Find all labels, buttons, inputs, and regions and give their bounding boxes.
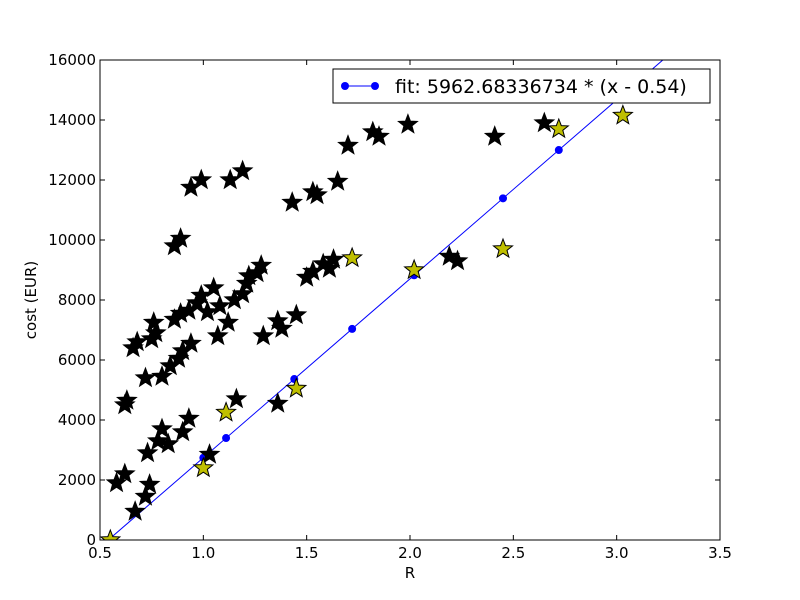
legend-marker-swatch — [341, 82, 349, 90]
black-star-point — [231, 159, 254, 181]
y-tick-label: 6000 — [58, 351, 96, 369]
black-star-point — [225, 387, 248, 409]
x-tick-label: 2.0 — [398, 544, 422, 562]
black-star-point — [169, 227, 192, 248]
black-star-point — [190, 168, 213, 190]
black-star-point — [126, 330, 149, 352]
black-star-point — [231, 282, 254, 304]
y-tick-label: 12000 — [48, 171, 96, 189]
black-star-point — [322, 248, 345, 269]
y-tick-label: 10000 — [48, 231, 96, 249]
legend-marker-swatch — [371, 82, 379, 90]
black-star-point — [171, 420, 194, 442]
black-star-point — [217, 311, 239, 332]
yellow-star-point — [403, 258, 425, 280]
black-star-point — [151, 365, 173, 386]
y-tick-label: 16000 — [48, 51, 96, 69]
black-star-point — [209, 294, 231, 316]
y-tick-label: 8000 — [58, 291, 96, 309]
y-tick-label: 14000 — [48, 111, 96, 129]
legend: fit: 5962.68336734 * (x - 0.54) — [332, 68, 711, 104]
black-star-point — [368, 125, 390, 146]
x-tick-label: 3.0 — [605, 544, 629, 562]
x-tick-label: 0.5 — [88, 544, 112, 562]
yellow-star-point — [192, 456, 215, 478]
yellow-star-point — [215, 401, 237, 422]
black-star-point — [285, 303, 308, 325]
black-star-point — [196, 300, 219, 322]
black-star-point — [271, 317, 293, 338]
black-star-point — [142, 311, 165, 332]
black-star-point — [202, 276, 225, 298]
fit-marker — [348, 324, 357, 333]
fit-marker — [222, 434, 231, 443]
y-axis-label: cost (EUR) — [22, 261, 40, 339]
black-star-point — [147, 429, 169, 451]
x-tick-label: 2.5 — [501, 544, 525, 562]
yellow-star-point — [341, 246, 363, 268]
black-star-point — [116, 389, 138, 410]
black-star-point — [306, 183, 328, 205]
y-tick-label: 0 — [86, 531, 96, 549]
yellow-star-point — [285, 377, 308, 398]
black-star-point — [113, 462, 136, 484]
black-star-point — [138, 473, 161, 494]
fit-marker — [499, 194, 507, 203]
yellow-star-point — [547, 117, 570, 139]
black-star-point — [134, 366, 157, 388]
x-tick-label: 1.0 — [191, 544, 215, 562]
yellow-star-point — [100, 528, 122, 540]
black-star-point — [178, 407, 200, 428]
x-axis-label: R — [405, 564, 415, 582]
yellow-star-point — [492, 237, 514, 259]
y-tick-label: 2000 — [58, 471, 96, 489]
black-star-point — [105, 471, 128, 493]
yellow-star-point — [612, 104, 634, 125]
y-tick-label: 4000 — [58, 411, 96, 429]
black-star-point — [533, 111, 556, 133]
black-star-point — [252, 324, 275, 346]
black-star-point — [446, 249, 469, 271]
black-star-point — [326, 170, 349, 191]
black-star-point — [180, 332, 202, 353]
black-star-point — [198, 443, 221, 464]
black-star-point — [483, 125, 506, 146]
black-star-point — [157, 432, 180, 454]
black-star-point — [151, 417, 173, 439]
black-star-point — [250, 254, 273, 275]
black-star-point — [206, 324, 229, 346]
black-star-point — [266, 392, 289, 413]
black-star-point — [281, 191, 304, 212]
black-star-point — [124, 500, 146, 521]
black-star-point — [136, 441, 159, 463]
black-star-point — [397, 113, 419, 134]
fit-marker — [554, 146, 563, 155]
black-star-point — [134, 485, 157, 506]
x-tick-label: 3.5 — [708, 544, 732, 562]
black-star-point — [337, 134, 359, 155]
legend-entry: fit: 5962.68336734 * (x - 0.54) — [395, 76, 687, 98]
legend-box — [332, 68, 711, 104]
x-tick-label: 1.5 — [295, 544, 319, 562]
